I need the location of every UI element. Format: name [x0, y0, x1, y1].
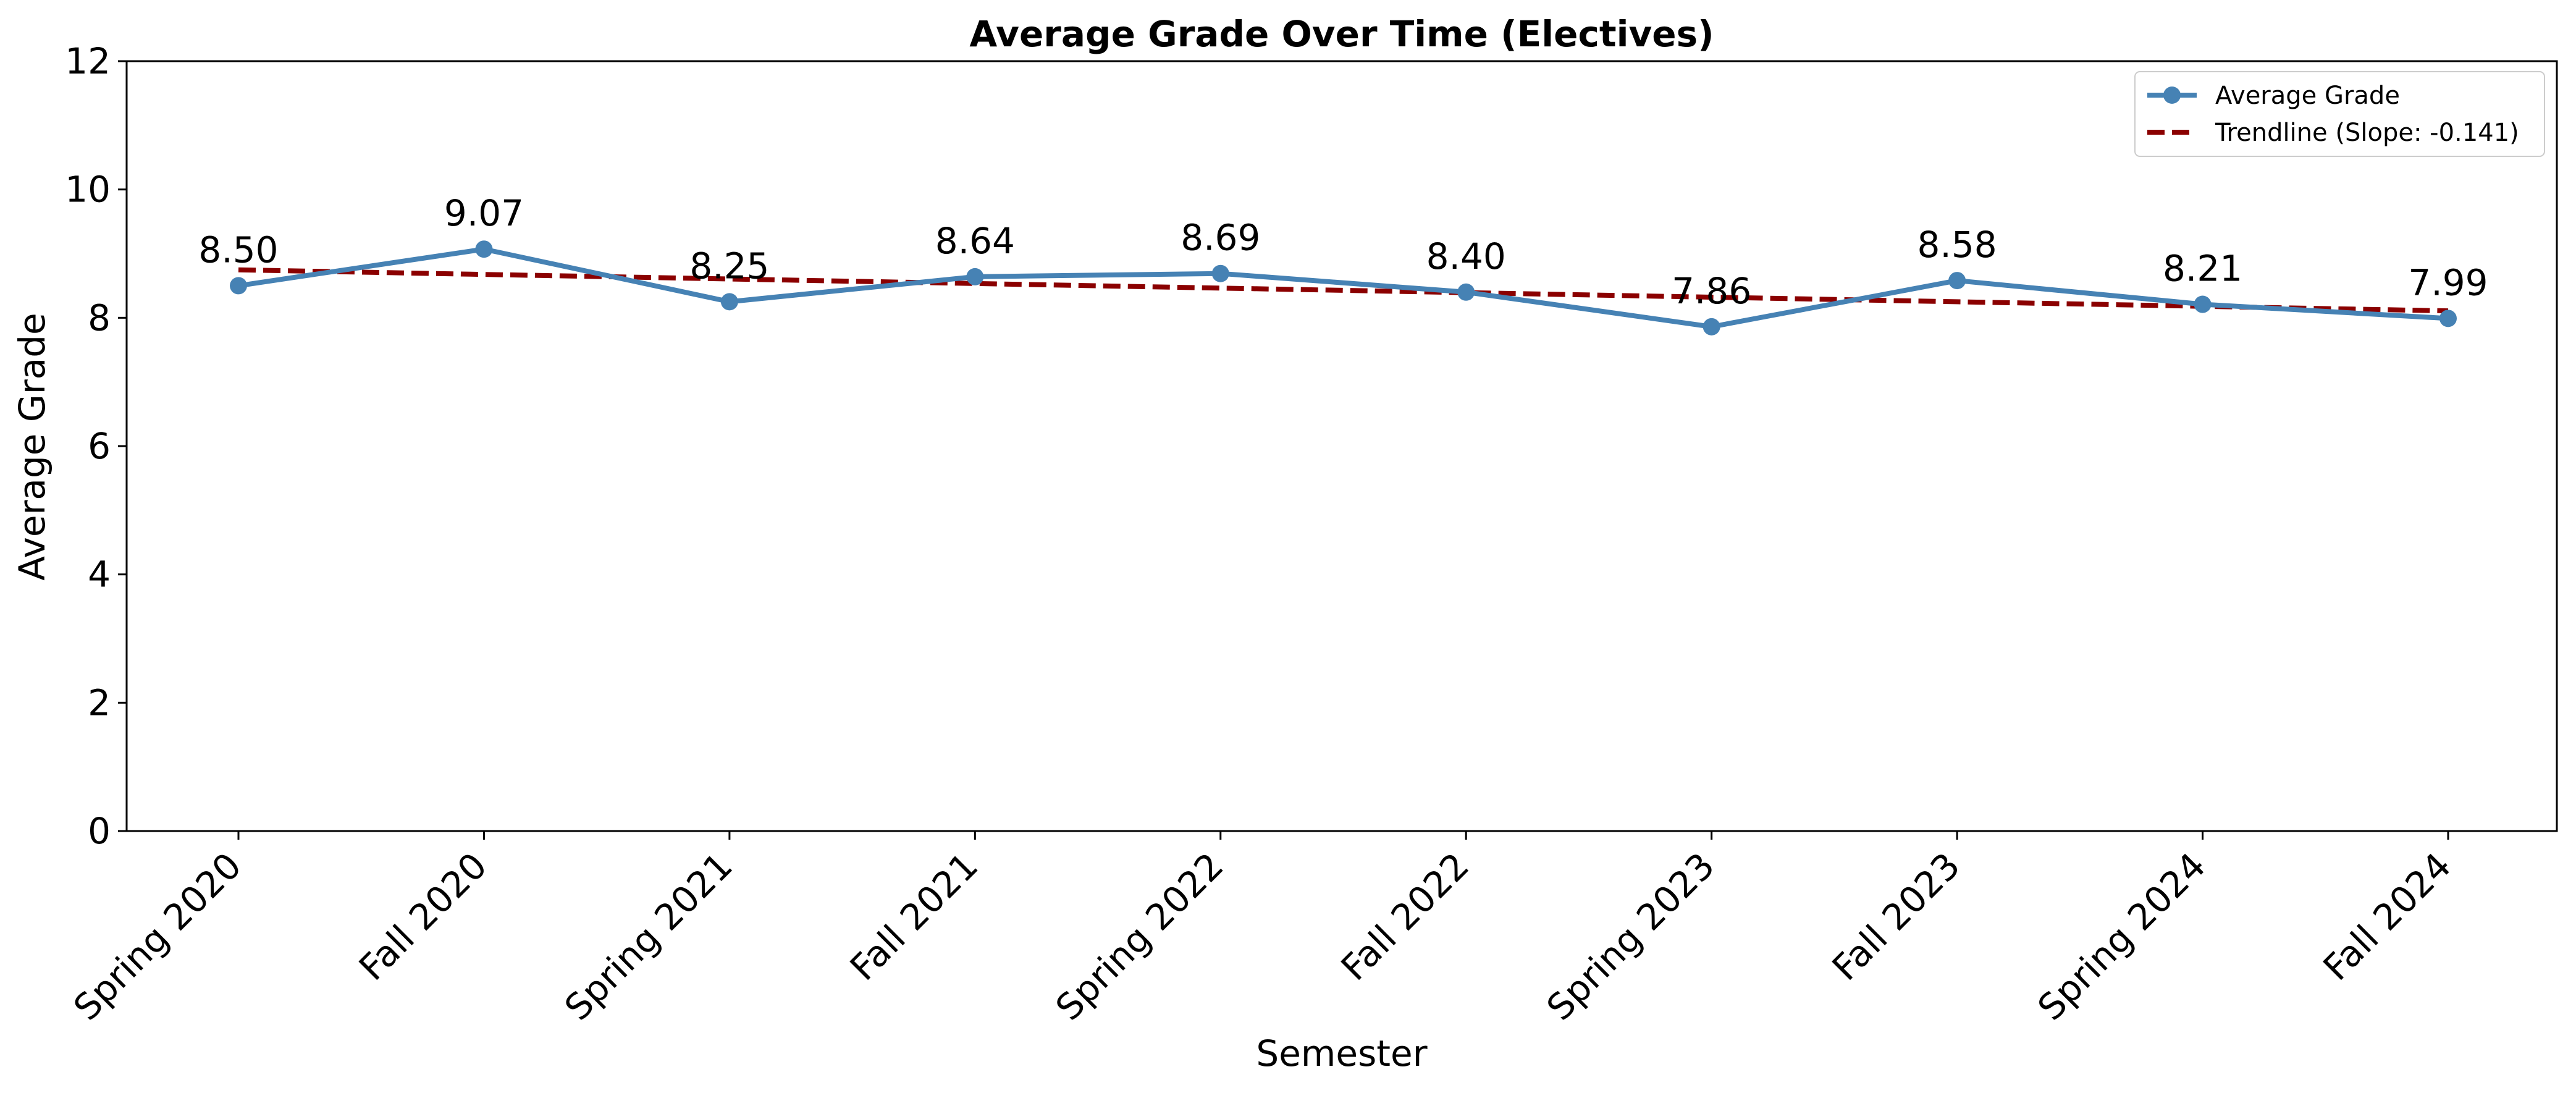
- legend-label-trendline: Trendline (Slope: -0.141): [2215, 119, 2519, 147]
- data-label: 8.21: [2163, 248, 2242, 290]
- data-point: [230, 277, 247, 295]
- y-axis-ticks: 0 2 4 6 8 10 12: [65, 40, 127, 852]
- chart-title: Average Grade Over Time (Electives): [969, 13, 1714, 55]
- legend-marker-average-grade: [2163, 87, 2181, 104]
- x-axis-label: Semester: [1256, 1032, 1427, 1074]
- data-label: 8.50: [198, 229, 278, 271]
- data-point: [1948, 272, 1966, 290]
- data-point: [475, 240, 493, 258]
- y-tick-label: 4: [88, 554, 111, 596]
- data-label: 8.25: [689, 245, 769, 287]
- data-label: 9.07: [444, 192, 524, 234]
- legend-box: [2134, 71, 2545, 157]
- data-point: [2439, 310, 2457, 327]
- data-point: [966, 268, 984, 285]
- trendline-series: [238, 267, 2449, 314]
- data-label: 8.58: [1917, 224, 1997, 266]
- y-tick-label: 10: [65, 169, 111, 211]
- data-label: 8.64: [935, 220, 1015, 262]
- data-label: 7.99: [2408, 261, 2488, 303]
- y-tick-label: 6: [88, 425, 111, 467]
- data-point: [720, 293, 738, 311]
- y-tick-label: 0: [88, 810, 111, 852]
- data-point: [1703, 318, 1720, 335]
- data-label: 8.69: [1181, 217, 1260, 259]
- y-tick-label: 8: [88, 297, 111, 339]
- legend-label-average-grade: Average Grade: [2215, 82, 2400, 110]
- legend: Average Grade Trendline (Slope: -0.141): [2134, 71, 2545, 157]
- plot-frame: [125, 60, 2558, 832]
- data-point: [1457, 283, 1475, 301]
- data-point: [1211, 264, 1229, 282]
- average-grade-series: [238, 247, 2449, 329]
- y-axis-label: Average Grade: [11, 313, 53, 580]
- data-label: 7.86: [1672, 270, 1751, 312]
- data-label: 8.40: [1426, 235, 1506, 277]
- data-point: [2194, 295, 2212, 313]
- series-layer: 8.50 9.07 8.25 8.64 8.69 8.40 7.86 8.58 8.21 7.99: [198, 192, 2488, 335]
- y-tick-label: 2: [88, 682, 111, 724]
- y-tick-label: 12: [65, 40, 111, 82]
